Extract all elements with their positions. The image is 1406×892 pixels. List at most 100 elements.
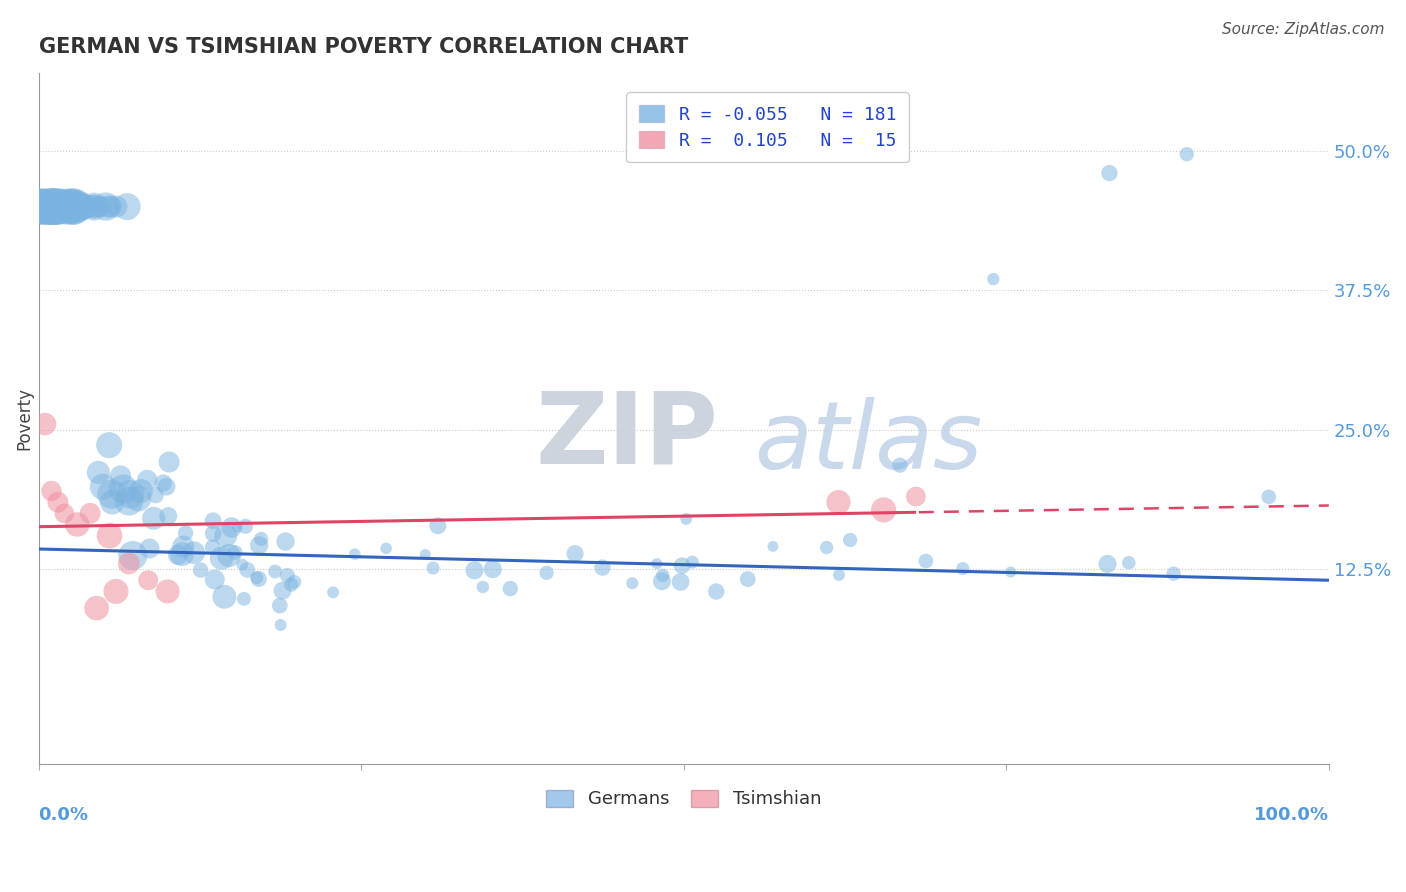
Point — [172, 540, 194, 554]
Point — [839, 533, 862, 547]
Point — [83, 200, 105, 214]
Point — [35, 200, 58, 214]
Point — [53, 200, 76, 214]
Point — [46, 200, 69, 214]
Point — [737, 572, 759, 586]
Point — [1118, 556, 1140, 570]
Point — [231, 558, 253, 572]
Point — [28, 200, 51, 214]
Point — [35, 200, 58, 214]
Point — [226, 520, 249, 534]
Point — [62, 200, 84, 214]
Point — [65, 200, 87, 214]
Point — [645, 557, 668, 571]
Point — [166, 548, 188, 562]
Text: 0.0%: 0.0% — [38, 805, 89, 823]
Point — [45, 200, 67, 214]
Point — [31, 200, 53, 214]
Point — [53, 200, 76, 214]
Point — [215, 528, 238, 542]
Point — [889, 458, 911, 473]
Point — [41, 200, 63, 214]
Point — [44, 200, 66, 214]
Point — [651, 574, 673, 589]
Text: GERMAN VS TSIMSHIAN POVERTY CORRELATION CHART: GERMAN VS TSIMSHIAN POVERTY CORRELATION … — [38, 37, 688, 57]
Point — [671, 558, 693, 573]
Point — [815, 541, 838, 555]
Point — [264, 565, 287, 579]
Point — [51, 200, 73, 214]
Point — [30, 200, 52, 214]
Point — [201, 540, 224, 554]
Point — [46, 495, 69, 509]
Point — [202, 514, 225, 528]
Point — [62, 200, 84, 214]
Text: atlas: atlas — [755, 397, 983, 488]
Point — [152, 476, 174, 491]
Point — [42, 200, 65, 214]
Point — [45, 200, 67, 214]
Point — [49, 200, 72, 214]
Point — [41, 200, 63, 214]
Point — [53, 200, 76, 214]
Point — [651, 568, 673, 582]
Point — [45, 200, 67, 214]
Point — [39, 200, 62, 214]
Point — [183, 546, 205, 560]
Point — [39, 200, 62, 214]
Point — [32, 200, 55, 214]
Point — [31, 200, 53, 214]
Point — [827, 495, 849, 509]
Point — [35, 200, 58, 214]
Point — [91, 480, 114, 494]
Point — [280, 577, 302, 591]
Point — [247, 538, 270, 552]
Point — [669, 574, 692, 589]
Point — [762, 540, 785, 554]
Point — [872, 503, 894, 517]
Point — [79, 506, 101, 520]
Point — [343, 547, 366, 561]
Point — [283, 574, 305, 589]
Point — [98, 438, 121, 452]
Point — [56, 200, 79, 214]
Point — [65, 200, 87, 214]
Point — [138, 541, 160, 556]
Point — [53, 200, 76, 214]
Point — [224, 545, 246, 559]
Point — [38, 200, 60, 214]
Point — [247, 572, 270, 586]
Point — [94, 200, 117, 214]
Point — [211, 551, 233, 566]
Point — [39, 200, 62, 214]
Point — [30, 200, 52, 214]
Point — [129, 483, 152, 498]
Point — [83, 200, 105, 214]
Point — [591, 560, 613, 574]
Point — [35, 200, 58, 214]
Point — [1257, 490, 1279, 504]
Point — [38, 200, 60, 214]
Point — [915, 554, 938, 568]
Point — [564, 547, 586, 561]
Point — [42, 200, 65, 214]
Point — [121, 549, 143, 563]
Point — [1098, 166, 1121, 180]
Point — [59, 200, 82, 214]
Point — [145, 488, 167, 502]
Point — [87, 466, 110, 480]
Point — [952, 561, 974, 575]
Point — [675, 512, 697, 526]
Point — [98, 528, 121, 542]
Point — [53, 506, 76, 520]
Point — [204, 573, 226, 587]
Point — [235, 519, 257, 533]
Point — [115, 200, 138, 214]
Point — [270, 618, 292, 632]
Point — [105, 200, 128, 214]
Point — [1097, 557, 1119, 571]
Point — [127, 491, 149, 506]
Point — [904, 490, 927, 504]
Point — [58, 200, 80, 214]
Point — [44, 200, 66, 214]
